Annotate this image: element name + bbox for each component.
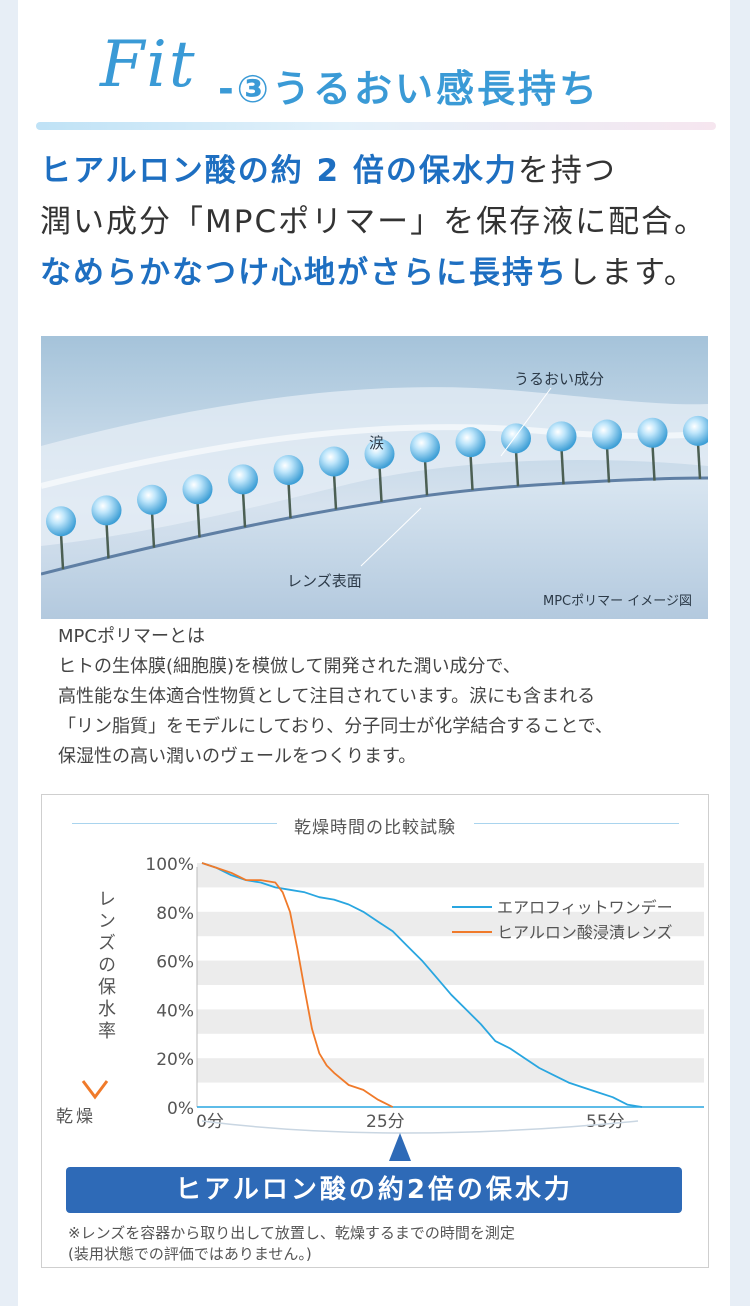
molecule-head — [91, 495, 122, 526]
description-line: ヒトの生体膜(細胞膜)を模倣して開発された潤い成分で、 — [58, 656, 521, 677]
x-axis-ticks: 0分 25分 55分 — [196, 1112, 625, 1132]
molecule-head — [319, 446, 349, 477]
molecule-head — [46, 506, 76, 537]
lead-rest-3: します。 — [568, 255, 697, 291]
section-heading: Fit -③うるおい感長持ち — [18, 28, 730, 118]
lead-line-3: なめらかなつけ心地がさらに長持ちします。 — [40, 248, 730, 299]
label-moisture-component: うるおい成分 — [514, 370, 605, 388]
grid-band — [197, 1009, 704, 1034]
grid-band — [197, 911, 704, 937]
lens-body — [41, 478, 708, 619]
lead-rest-1: を持つ — [517, 153, 617, 189]
label-lens-surface: レンズ表面 — [287, 572, 362, 590]
y-tick-label: 60% — [156, 953, 194, 973]
series-line-aerofit — [201, 862, 643, 1108]
grid-band — [197, 1058, 704, 1083]
mpc-description: MPCポリマーとは ヒトの生体膜(細胞膜)を模倣して開発された潤い成分で、 高性… — [58, 622, 718, 772]
molecule-tail — [560, 448, 565, 485]
footnote: ※レンズを容器から取り出して放置し、乾燥するまでの時間を測定 (装用状態での評価… — [68, 1223, 515, 1265]
leader-line-lens — [360, 507, 422, 567]
mpc-polymer-illustration: うるおい成分 涙 レンズ表面 MPCポリマー イメージ図 — [41, 336, 708, 619]
pointer-triangle — [389, 1133, 411, 1161]
chart-title-rule-left — [72, 823, 277, 824]
y-tick-label: 0% — [167, 1099, 194, 1119]
molecule-tail — [696, 442, 702, 479]
molecule-head — [455, 427, 486, 458]
illustration-graphic — [41, 387, 708, 619]
lens-surface-line — [41, 476, 708, 576]
y-tick-label: 20% — [156, 1050, 194, 1070]
page: Fit -③うるおい感長持ち ヒアルロン酸の約 2 倍の保水力を持つ 潤い成分「… — [18, 0, 730, 1306]
molecule-head — [501, 423, 531, 454]
lead-copy: ヒアルロン酸の約 2 倍の保水力を持つ 潤い成分「MPCポリマー」を保存液に配合… — [40, 146, 730, 299]
molecule-head — [410, 432, 440, 463]
molecule-tail — [469, 454, 474, 491]
result-banner: ヒアルロン酸の約2倍の保水力 — [66, 1167, 682, 1213]
molecule-head — [228, 464, 258, 495]
chart-title: 乾燥時間の比較試験 — [294, 818, 456, 838]
molecule-head — [182, 474, 213, 505]
label-tear: 涙 — [369, 434, 385, 452]
leader-line-moisture — [500, 387, 552, 457]
polymer-molecules — [46, 415, 708, 570]
x-tick-label: 25分 — [366, 1112, 405, 1132]
description-line: 保湿性の高い潤いのヴェールをつくります。 — [58, 746, 417, 767]
lead-line-2: 潤い成分「MPCポリマー」を保存液に配合。 — [40, 204, 708, 240]
molecule-tail — [514, 450, 520, 487]
molecule-tail — [605, 446, 611, 483]
comparison-bracket — [201, 1120, 639, 1134]
molecule-tail — [196, 501, 201, 538]
description-line: 高性能な生体適合性物質として注目されています。涙にも含まれる — [58, 686, 596, 707]
title-underline — [36, 122, 716, 130]
series-line-hyaluronic — [201, 862, 394, 1108]
legend-swatch-aerofit — [452, 906, 492, 908]
y-axis-ticks: 100% 80% 60% 40% 20% 0% — [145, 855, 194, 1119]
footnote-line-2: (装用状態での評価ではありません。) — [68, 1245, 312, 1263]
molecule-tail — [378, 465, 383, 502]
molecule-head — [137, 484, 167, 515]
y-tick-label: 80% — [156, 904, 194, 924]
y-tick-label: 100% — [145, 855, 194, 875]
legend-label-hyaluronic: ヒアルロン酸浸漬レンズ — [497, 923, 673, 942]
lead-line-1: ヒアルロン酸の約 2 倍の保水力を持つ — [40, 146, 730, 197]
molecule-tail — [287, 481, 292, 519]
y-tick-label: 40% — [156, 1001, 194, 1021]
description-line: 「リン脂質」をモデルにしており、分子同士が化学結合することで、 — [58, 716, 613, 737]
grid-bands — [197, 863, 704, 1083]
molecule-head — [273, 455, 304, 486]
chart-title-row: 乾燥時間の比較試験 — [42, 813, 708, 838]
molecule-tail — [59, 533, 65, 570]
molecule-head — [546, 421, 577, 452]
grid-band — [197, 863, 704, 888]
chart-title-rule-right — [474, 823, 679, 824]
molecule-tail — [423, 459, 429, 496]
molecule-head — [637, 417, 668, 448]
molecule-tail — [150, 511, 156, 548]
molecule-tail — [332, 473, 338, 510]
dry-label: 乾燥 — [56, 1107, 96, 1127]
molecule-tail — [105, 522, 110, 559]
molecule-head — [592, 419, 622, 450]
chart-plot: 100%80%60%40%20%0% 0分 25分 55分 — [81, 855, 704, 1161]
molecule-tail — [241, 491, 247, 528]
description-line: MPCポリマーとは — [58, 626, 205, 647]
x-tick-label: 55分 — [586, 1112, 625, 1132]
molecule-head — [364, 438, 395, 469]
grid-band — [197, 960, 704, 985]
y-axis-label: レンズの保水率 — [95, 889, 116, 1043]
molecule-head — [683, 415, 708, 446]
legend-swatch-hyaluronic — [452, 931, 492, 933]
molecule-tail — [651, 444, 656, 481]
y-axis-label-wrap: レンズの保水率 — [92, 889, 116, 1043]
illustration-caption: MPCポリマー イメージ図 — [542, 594, 692, 609]
section-title: -③うるおい感長持ち — [218, 67, 600, 111]
fit-logo: Fit — [100, 28, 197, 102]
chart-series — [201, 862, 643, 1108]
y-arrow-head — [81, 1080, 109, 1100]
drying-time-chart: 乾燥時間の比較試験 100% 80% 60% 40% 20% 0% 0分 25分 55分 — [41, 794, 709, 1268]
footnote-line-1: ※レンズを容器から取り出して放置し、乾燥するまでの時間を測定 — [68, 1224, 515, 1242]
lead-highlight-1: ヒアルロン酸の約 2 倍の保水力 — [40, 153, 518, 189]
lead-highlight-3: なめらかなつけ心地がさらに長持ち — [40, 255, 568, 291]
legend-label-aerofit: エアロフィットワンデー — [497, 898, 673, 917]
